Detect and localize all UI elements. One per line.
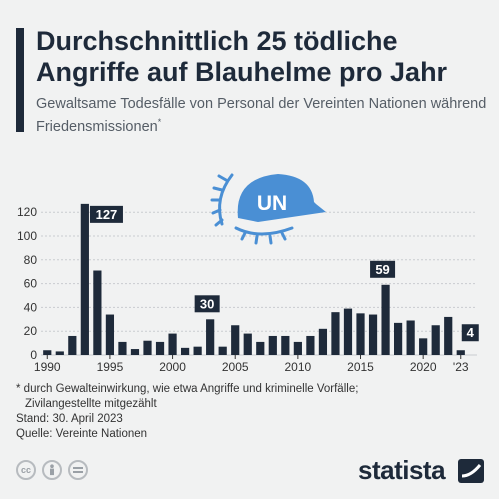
title-accent-bar [16,28,24,132]
y-tick-label: 60 [24,277,38,291]
bar-2004 [218,346,227,355]
bar-1991 [55,351,64,355]
bar-1995 [105,314,115,355]
bar-2019 [406,320,415,355]
y-tick-label: 80 [24,253,38,267]
footnote-line-1: * durch Gewalteinwirkung, wie etwa Angri… [16,383,359,395]
x-tick-label: 2000 [159,360,186,374]
un-logo-text: UN [257,192,287,215]
bar-2020 [419,338,428,355]
x-tick-label: 2010 [285,360,312,374]
statista-logo[interactable]: statista [358,455,446,485]
x-tick-label: '23 [453,360,469,374]
bar-2011 [306,335,315,355]
callout-box-2017 [370,260,396,278]
y-tick-label: 120 [17,205,37,219]
bar-2000 [168,333,177,355]
bar-1994 [93,270,102,355]
footnote: * durch Gewalteinwirkung, wie etwa Angri… [16,382,486,442]
x-axis-labels: 1990 1995 2000 2005 2010 2015 2020 '23 [34,355,469,374]
bar-2015 [356,313,365,355]
bar-2003 [206,319,215,355]
person-icon[interactable] [42,460,62,480]
bar-2012 [318,328,328,355]
y-tick-label: 20 [24,324,38,338]
bar-2007 [256,341,265,355]
bar-2013 [331,312,340,355]
y-tick-label: 100 [17,229,37,243]
bar-2005 [231,325,240,355]
bar-1999 [155,341,165,355]
x-tick-label: 2005 [222,360,249,374]
y-axis-labels: 0 20 40 60 80 100 120 [17,205,37,362]
license-icons: cc [16,460,88,480]
callout-label-2003: 30 [200,296,214,311]
bar-series [43,203,465,355]
bar-2016 [368,314,378,355]
laurel-icon [210,173,294,245]
footnote-source: Quelle: Vereinte Nationen [16,428,148,440]
bar-chart: 0 20 40 60 80 100 120 UN 1990 1995 2000 2005 2010 2… [17,173,479,374]
callout-box-2023 [461,324,479,342]
x-tick-label: 2020 [410,360,437,374]
bar-1996 [118,341,127,355]
callout-label-2017: 59 [375,262,389,277]
footnote-date: Stand: 30. April 2023 [16,413,123,425]
bar-2017 [381,284,390,355]
x-tick-label: 2015 [347,360,374,374]
callouts: 127 30 59 4 [89,205,479,342]
callout-label-2023: 4 [467,325,475,340]
x-tick-label: 1995 [97,360,124,374]
bar-1990 [43,350,52,355]
callout-label-1993: 127 [96,207,118,222]
bar-1992 [68,335,77,355]
callout-box-2003 [194,295,220,313]
bar-2023 [456,350,465,355]
page-title: Durchschnittlich 25 tödliche Angriffe au… [36,26,448,87]
bar-2008 [268,335,277,355]
bar-2018 [394,322,403,355]
helmet-icon [237,174,326,222]
un-helmet-logo: UN [210,173,326,245]
bar-2022 [444,316,453,355]
bar-2009 [281,335,290,355]
callout-box-1993 [89,205,123,223]
bar-1993 [80,203,89,355]
bar-2021 [431,325,440,355]
y-tick-label: 40 [24,300,38,314]
bar-2010 [293,341,302,355]
bar-2006 [243,333,252,355]
bar-1998 [143,340,152,355]
bar-1997 [130,349,140,355]
subtitle-footnote-mark: * [157,117,162,127]
x-tick-label: 1990 [34,360,61,374]
y-tick-label: 0 [30,348,37,362]
page-subtitle: Gewaltsame Todesfälle von Personal der V… [36,95,496,136]
cc-icon[interactable]: cc [16,460,36,480]
equals-icon[interactable] [68,460,88,480]
bar-2001 [180,347,190,355]
bar-2014 [343,308,353,355]
statista-mark-icon [458,459,484,483]
footnote-line-2: Zivilangestellte mitgezählt [25,398,157,410]
subtitle-text: Gewaltsame Todesfälle von Personal der V… [36,96,487,135]
bar-2002 [193,346,202,355]
